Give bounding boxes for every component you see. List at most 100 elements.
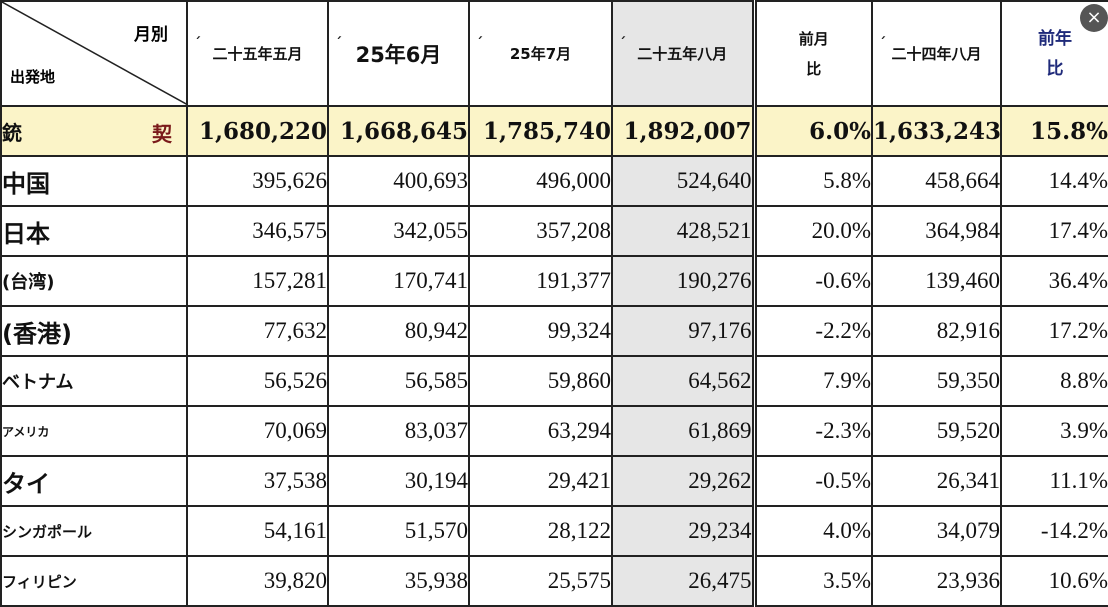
- table-row: (台湾) 157,281 170,741 191,377 190,276 -0.6% 139…: [0, 255, 1108, 307]
- col-header-prev-august: ˊ 二十四年八月: [871, 0, 1002, 107]
- table-cell: -0.5%: [753, 455, 873, 507]
- table-cell: 64,562: [611, 355, 757, 407]
- table-cell: 364,984: [871, 205, 1002, 257]
- table-cell: -0.6%: [753, 255, 873, 307]
- col-header-label: 前年 比: [1038, 28, 1072, 79]
- table-cell: 37,538: [186, 455, 329, 507]
- table-cell: 524,640: [611, 155, 757, 207]
- table-cell: 56,585: [327, 355, 470, 407]
- table-row: 中国 395,626 400,693 496,000 524,640 5.8% 458,66…: [0, 155, 1108, 207]
- row-label: (香港): [0, 305, 188, 357]
- table-cell: 59,350: [871, 355, 1002, 407]
- table-cell: 25,575: [468, 555, 613, 607]
- total-label-left: 銃: [2, 120, 22, 145]
- table-cell: 35,938: [327, 555, 470, 607]
- table-cell: 36.4%: [1000, 255, 1108, 307]
- col-header-label: 25年6月: [355, 42, 442, 67]
- table-cell: -14.2%: [1000, 505, 1108, 557]
- table-cell: -2.3%: [753, 405, 873, 457]
- table-cell: 51,570: [327, 505, 470, 557]
- table-cell: 29,234: [611, 505, 757, 557]
- col-header-label: 二十五年八月: [637, 45, 728, 63]
- table-cell: 59,860: [468, 355, 613, 407]
- table-cell: 26,341: [871, 455, 1002, 507]
- table-cell: 400,693: [327, 155, 470, 207]
- table-cell: 20.0%: [753, 205, 873, 257]
- row-label: (台湾): [0, 255, 188, 307]
- col-header-label: 二十四年八月: [891, 45, 982, 63]
- col-header-label: 25年7月: [509, 45, 572, 63]
- table-cell: 63,294: [468, 405, 613, 457]
- table-row: アメリカ 70,069 83,037 63,294 61,869 -2.3% 59,520 3…: [0, 405, 1108, 457]
- corner-month-label: 月別: [134, 25, 168, 45]
- table-cell: 56,526: [186, 355, 329, 407]
- table-cell: 14.4%: [1000, 155, 1108, 207]
- row-label: 日本: [0, 205, 188, 257]
- header-row: 月別 出発地 ˊ 二十五年五月 ˊ 25年6月 ˊ 25年7月 ˊ 二十五年八月 前月 …: [0, 0, 1108, 107]
- table-cell: 70,069: [186, 405, 329, 457]
- total-cell: 1,785,740: [468, 105, 613, 157]
- tick-mark: ˊ: [879, 36, 886, 52]
- table-cell: 61,869: [611, 405, 757, 457]
- table-cell: 170,741: [327, 255, 470, 307]
- table-cell: 496,000: [468, 155, 613, 207]
- table-cell: 17.2%: [1000, 305, 1108, 357]
- table-cell: 29,262: [611, 455, 757, 507]
- table-cell: 139,460: [871, 255, 1002, 307]
- close-icon[interactable]: ×: [1080, 4, 1108, 32]
- tick-mark: ˊ: [335, 36, 342, 52]
- table-cell: 395,626: [186, 155, 329, 207]
- col-header-mom: 前月 比: [753, 0, 873, 107]
- total-cell: 1,633,243: [871, 105, 1002, 157]
- table-cell: 29,421: [468, 455, 613, 507]
- total-cell: 1,680,220: [186, 105, 329, 157]
- table-cell: 97,176: [611, 305, 757, 357]
- col-header-august: ˊ 二十五年八月: [611, 0, 757, 107]
- corner-cell: 月別 出発地: [0, 0, 188, 107]
- table-row: タイ 37,538 30,194 29,421 29,262 -0.5% 26,341 11.…: [0, 455, 1108, 507]
- total-cell: 6.0%: [753, 105, 873, 157]
- table-cell: 5.8%: [753, 155, 873, 207]
- table-cell: 157,281: [186, 255, 329, 307]
- table-cell: 10.6%: [1000, 555, 1108, 607]
- total-label-right: 契: [152, 122, 172, 146]
- table-cell: 4.0%: [753, 505, 873, 557]
- table-cell: 82,916: [871, 305, 1002, 357]
- table-row: フィリピン 39,820 35,938 25,575 26,475 3.5% 23,936 1…: [0, 555, 1108, 607]
- row-label: アメリカ: [0, 405, 188, 457]
- row-label: フィリピン: [0, 555, 188, 607]
- col-header-june: ˊ 25年6月: [327, 0, 470, 107]
- tick-mark: ˊ: [619, 36, 626, 52]
- row-label: タイ: [0, 455, 188, 507]
- table-cell: 8.8%: [1000, 355, 1108, 407]
- table-cell: 99,324: [468, 305, 613, 357]
- table-cell: 59,520: [871, 405, 1002, 457]
- table-cell: 26,475: [611, 555, 757, 607]
- row-label: 中国: [0, 155, 188, 207]
- col-header-july: ˊ 25年7月: [468, 0, 613, 107]
- table-cell: 342,055: [327, 205, 470, 257]
- total-cell: 1,892,007: [611, 105, 757, 157]
- tick-mark: ˊ: [194, 36, 201, 52]
- table-cell: 11.1%: [1000, 455, 1108, 507]
- table-cell: 428,521: [611, 205, 757, 257]
- table-body: 中国 395,626 400,693 496,000 524,640 5.8% 458,66…: [0, 155, 1108, 607]
- col-header-label: 二十五年五月: [212, 45, 303, 63]
- total-cell: 1,668,645: [327, 105, 470, 157]
- table-cell: 7.9%: [753, 355, 873, 407]
- table-cell: 17.4%: [1000, 205, 1108, 257]
- table-cell: 34,079: [871, 505, 1002, 557]
- tick-mark: ˊ: [476, 36, 483, 52]
- table-cell: 30,194: [327, 455, 470, 507]
- col-header-may: ˊ 二十五年五月: [186, 0, 329, 107]
- table-cell: 458,664: [871, 155, 1002, 207]
- table-cell: 357,208: [468, 205, 613, 257]
- table-cell: 28,122: [468, 505, 613, 557]
- table-cell: 80,942: [327, 305, 470, 357]
- table-row: (香港) 77,632 80,942 99,324 97,176 -2.2% 82,916 1…: [0, 305, 1108, 357]
- row-label: ベトナム: [0, 355, 188, 407]
- total-cell: 15.8%: [1000, 105, 1108, 157]
- table-cell: -2.2%: [753, 305, 873, 357]
- table-cell: 191,377: [468, 255, 613, 307]
